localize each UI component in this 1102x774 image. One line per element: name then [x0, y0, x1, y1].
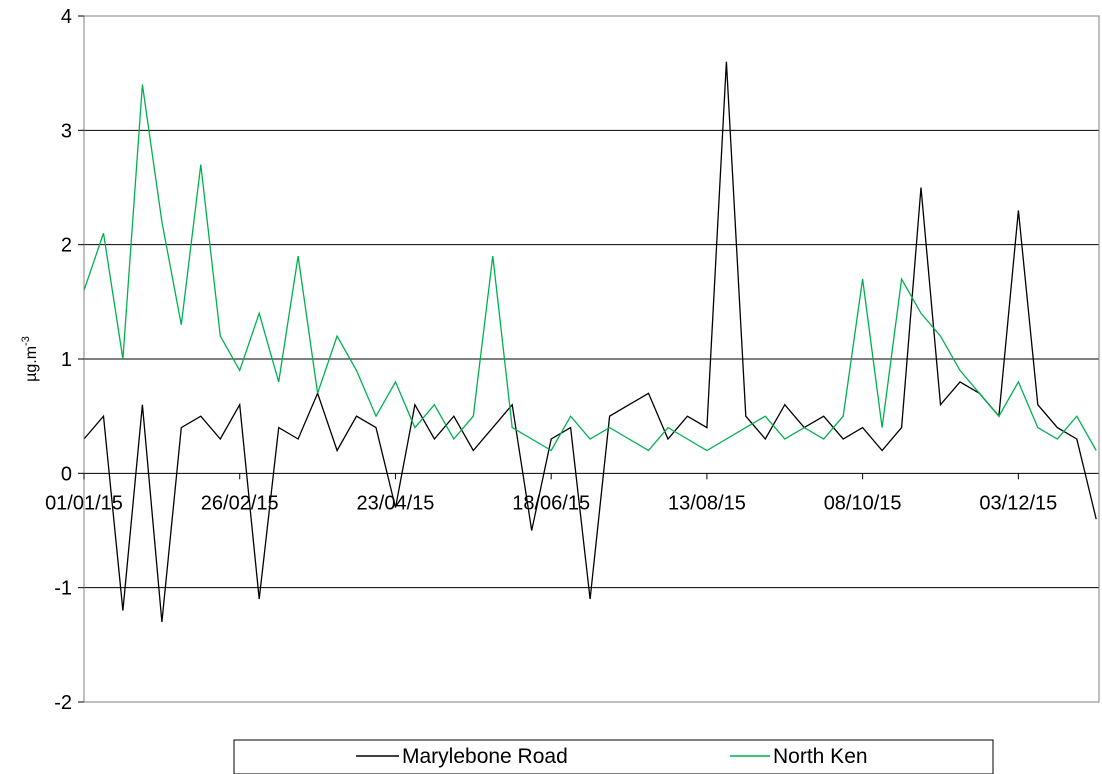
y-tick-label: 3 [61, 120, 72, 142]
y-tick-label: 1 [61, 349, 72, 371]
x-tick-label: 03/12/15 [979, 492, 1057, 514]
y-tick-label: -2 [54, 692, 72, 714]
series-line-north-ken [83, 84, 1097, 452]
x-tick-label: 01/01/15 [45, 492, 123, 514]
x-tick-label: 13/08/15 [668, 492, 746, 514]
legend: Marylebone Road North Ken [233, 739, 994, 774]
legend-label-north-ken: North Ken [773, 745, 868, 768]
y-tick-label: -1 [54, 578, 72, 600]
x-axis-ticks: 01/01/15 26/02/15 23/04/15 18/06/15 13/08/15… [45, 473, 1057, 514]
y-tick-label: 4 [61, 6, 72, 28]
y-axis-ticks: -2 -1 0 1 2 3 4 [54, 6, 84, 714]
legend-frame [233, 739, 994, 774]
x-tick-label: 26/02/15 [201, 492, 279, 514]
y-tick-label: 2 [61, 235, 72, 257]
legend-label-marylebone-road: Marylebone Road [402, 745, 568, 768]
gridlines [84, 15, 1099, 703]
y-axis-title: µg.m-3 [20, 336, 40, 382]
x-tick-label: 23/04/15 [357, 492, 435, 514]
x-tick-label: 18/06/15 [512, 492, 590, 514]
x-tick-label: 08/10/15 [824, 492, 902, 514]
series-layer [83, 61, 1097, 623]
y-tick-label: 0 [61, 463, 72, 485]
series-line-marylebone-road [83, 61, 1097, 623]
